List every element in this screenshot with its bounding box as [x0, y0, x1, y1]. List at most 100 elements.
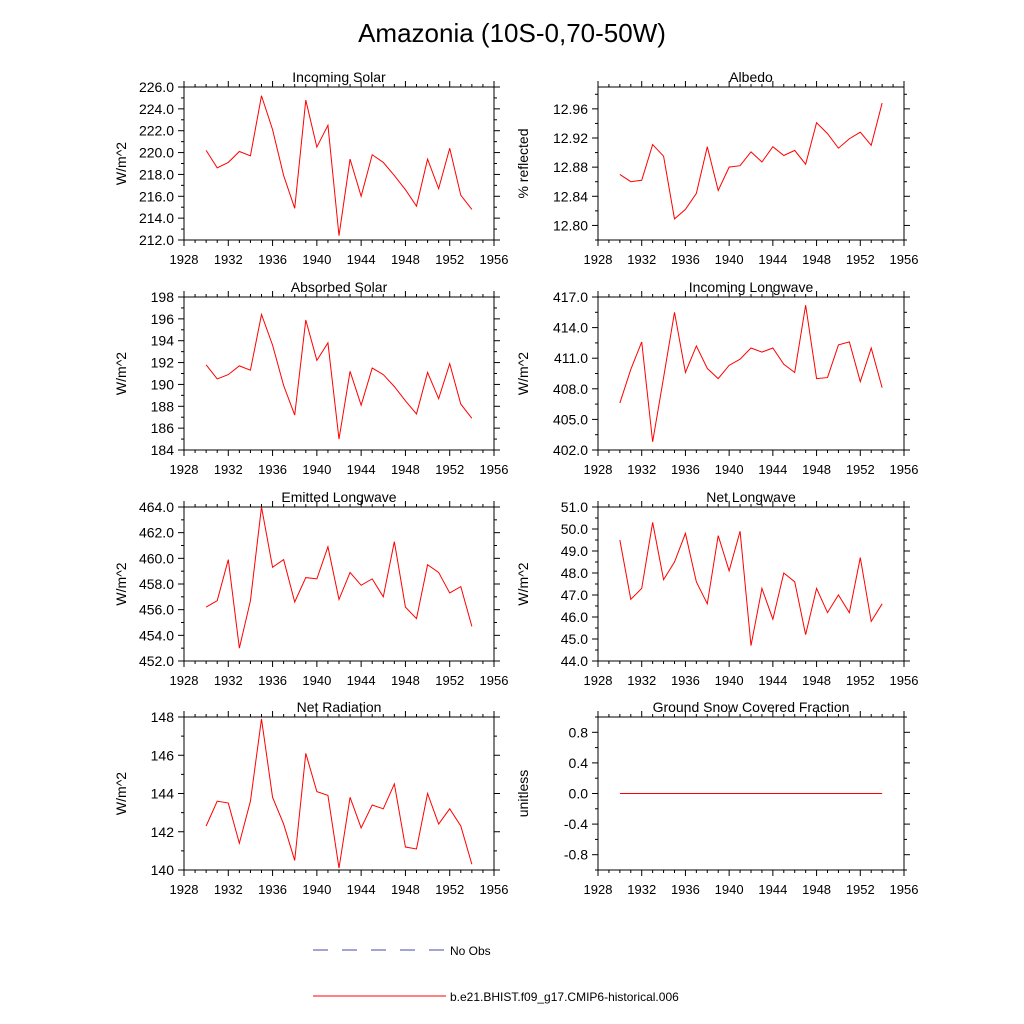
y-tick-label: 12.96: [553, 101, 588, 117]
panel-8: Ground Snow Covered Fraction unitless 1928…: [515, 699, 918, 897]
x-tick-label: 1948: [391, 252, 420, 267]
x-tick-label: 1952: [435, 882, 464, 897]
y-tick-label: 198: [151, 289, 175, 305]
plot-frame: [597, 506, 905, 662]
x-tick-label: 1936: [671, 252, 700, 267]
y-tick-label: 142: [151, 824, 175, 840]
x-tick-label: 1956: [480, 673, 509, 688]
x-tick-label: 1940: [302, 252, 331, 267]
y-tick-label: 46.0: [561, 609, 588, 625]
y-tick-label: 196: [151, 311, 175, 327]
x-tick-label: 1936: [258, 673, 287, 688]
y-tick-label: 414.0: [553, 320, 588, 336]
y-tick-label: 464.0: [139, 499, 174, 515]
x-tick-label: 1956: [480, 252, 509, 267]
panel-title: Net Longwave: [706, 489, 796, 505]
y-tick-label: 190: [151, 376, 175, 392]
plot-frame: [183, 506, 495, 662]
panel-2: Albedo % reflected 1928 1932 1936 1940 1944 194…: [515, 69, 918, 267]
x-tick-label: 1944: [347, 462, 376, 477]
y-tick-label: 140: [151, 862, 175, 878]
x-tick-label: 1940: [715, 252, 744, 267]
x-tick-label: 1948: [802, 462, 831, 477]
y-tick-label: 45.0: [561, 631, 588, 647]
y-tick-label: 218.0: [139, 166, 174, 182]
legend: No Obs b.e21.BHIST.f09_g17.CMIP6-histori…: [313, 944, 679, 1004]
y-tick-label: 454.0: [139, 627, 174, 643]
x-tick-label: 1948: [802, 673, 831, 688]
y-axis-label: % reflected: [515, 128, 531, 198]
x-tick-label: 1928: [584, 673, 613, 688]
y-tick-label: 214.0: [139, 210, 174, 226]
x-tick-label: 1928: [170, 462, 199, 477]
y-tick-label: 51.0: [561, 499, 588, 515]
y-tick-label: 452.0: [139, 653, 174, 669]
y-tick-label: 186: [151, 420, 175, 436]
y-tick-label: 402.0: [553, 442, 588, 458]
y-tick-label: 48.0: [561, 565, 588, 581]
x-tick-label: 1952: [435, 673, 464, 688]
panel-7: Net Radiation W/m^2 1928 1932 1936 1940 1944 19…: [113, 699, 508, 897]
x-tick-label: 1936: [258, 882, 287, 897]
y-axis-label: unitless: [515, 770, 531, 817]
y-tick-label: 462.0: [139, 525, 174, 541]
y-tick-label: 460.0: [139, 550, 174, 566]
x-tick-label: 1928: [584, 462, 613, 477]
panel-title: Incoming Solar: [292, 69, 386, 85]
y-tick-label: 144: [151, 786, 175, 802]
y-tick-label: 148: [151, 709, 175, 725]
x-tick-label: 1944: [758, 673, 787, 688]
y-tick-label: 456.0: [139, 602, 174, 618]
y-axis-label: W/m^2: [113, 142, 129, 185]
panel-3: Absorbed Solar W/m^2 1928 1932 1936 1940 1944 1…: [113, 279, 508, 477]
x-tick-label: 1952: [435, 252, 464, 267]
panel-title: Incoming Longwave: [689, 279, 814, 295]
x-tick-label: 1940: [302, 882, 331, 897]
y-axis-label: W/m^2: [515, 562, 531, 605]
x-tick-label: 1928: [170, 882, 199, 897]
x-tick-label: 1932: [214, 462, 243, 477]
legend-model-label: b.e21.BHIST.f09_g17.CMIP6-historical.006: [450, 990, 679, 1004]
y-axis-label: W/m^2: [113, 562, 129, 605]
y-tick-label: -0.8: [564, 847, 588, 863]
y-tick-label: 12.84: [553, 188, 588, 204]
x-tick-label: 1936: [258, 252, 287, 267]
x-tick-label: 1944: [347, 673, 376, 688]
y-tick-label: 12.92: [553, 130, 588, 146]
x-tick-label: 1932: [627, 882, 656, 897]
y-tick-label: 417.0: [553, 289, 588, 305]
x-tick-label: 1932: [214, 252, 243, 267]
plot-frame: [183, 296, 495, 451]
series-line-1: [619, 522, 883, 646]
x-tick-label: 1948: [391, 462, 420, 477]
x-tick-label: 1956: [480, 882, 509, 897]
y-tick-label: 188: [151, 398, 175, 414]
y-tick-label: 405.0: [553, 411, 588, 427]
x-tick-label: 1936: [671, 882, 700, 897]
x-tick-label: 1948: [391, 882, 420, 897]
series-line-1: [205, 95, 473, 236]
y-tick-label: 12.88: [553, 159, 588, 175]
y-tick-label: 50.0: [561, 521, 588, 537]
series-line-1: [205, 312, 473, 440]
y-tick-label: 194: [151, 333, 175, 349]
y-tick-label: 216.0: [139, 188, 174, 204]
y-tick-label: 0.0: [569, 786, 589, 802]
x-tick-label: 1948: [802, 252, 831, 267]
plot-frame: [597, 86, 905, 241]
x-tick-label: 1940: [715, 673, 744, 688]
figure-title: Amazonia (10S-0,70-50W): [358, 18, 666, 48]
x-tick-label: 1956: [890, 882, 919, 897]
x-tick-label: 1936: [258, 462, 287, 477]
panel-4: Incoming Longwave W/m^2 1928 1932 1936 1940 19…: [515, 279, 918, 477]
y-tick-label: 47.0: [561, 587, 588, 603]
panel-title: Emitted Longwave: [281, 489, 396, 505]
y-tick-label: 192: [151, 355, 175, 371]
y-tick-label: 220.0: [139, 145, 174, 161]
series-line-1: [619, 305, 883, 442]
x-tick-label: 1948: [391, 673, 420, 688]
x-tick-label: 1956: [890, 673, 919, 688]
series-line-1: [619, 102, 883, 220]
